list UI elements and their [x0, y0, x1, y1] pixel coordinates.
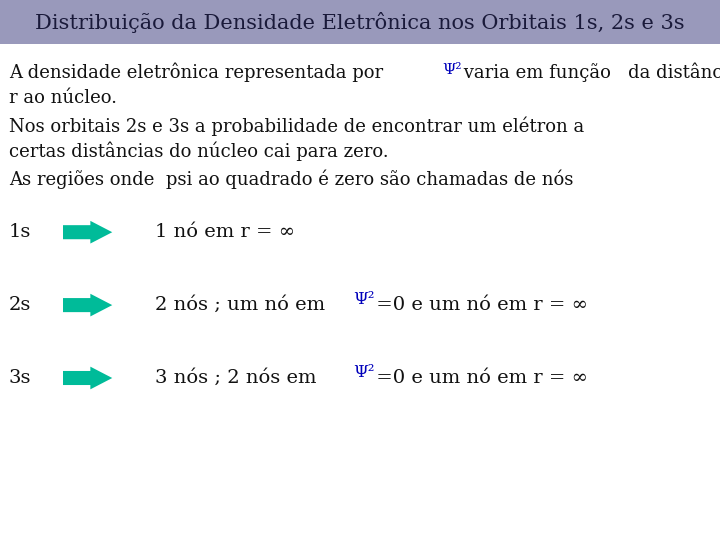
Bar	[0, 0, 720, 44]
Text: 1s: 1s	[9, 223, 31, 241]
Text: 2 nós ; um nó em: 2 nós ; um nó em	[155, 296, 331, 314]
Text: Ψ²: Ψ²	[442, 63, 462, 77]
Text: 2s: 2s	[9, 296, 31, 314]
Text: 1 nó em r = ∞: 1 nó em r = ∞	[155, 223, 294, 241]
Text: Ψ²: Ψ²	[353, 364, 374, 381]
FancyArrow shape	[63, 294, 112, 316]
Text: Ψ²: Ψ²	[353, 291, 374, 308]
Text: Distribuição da Densidade Eletrônica nos Orbitais 1s, 2s e 3s: Distribuição da Densidade Eletrônica nos…	[35, 12, 685, 32]
Text: A densidade eletrônica representada por: A densidade eletrônica representada por	[9, 63, 389, 82]
Text: 3 nós ; 2 nós em: 3 nós ; 2 nós em	[155, 369, 323, 387]
FancyArrow shape	[63, 221, 112, 244]
Text: As regiões onde  psi ao quadrado é zero são chamadas de nós: As regiões onde psi ao quadrado é zero s…	[9, 169, 573, 188]
Text: Nos orbitais 2s e 3s a probabilidade de encontrar um elétron a: Nos orbitais 2s e 3s a probabilidade de …	[9, 117, 584, 136]
Text: 3s: 3s	[9, 369, 31, 387]
Text: certas distâncias do núcleo cai para zero.: certas distâncias do núcleo cai para zer…	[9, 141, 388, 160]
Text: r ao núcleo.: r ao núcleo.	[9, 89, 117, 106]
Text: =0 e um nó em r = ∞: =0 e um nó em r = ∞	[370, 369, 588, 387]
Text: varia em função   da distância: varia em função da distância	[457, 63, 720, 82]
FancyArrow shape	[63, 367, 112, 389]
Text: =0 e um nó em r = ∞: =0 e um nó em r = ∞	[370, 296, 588, 314]
